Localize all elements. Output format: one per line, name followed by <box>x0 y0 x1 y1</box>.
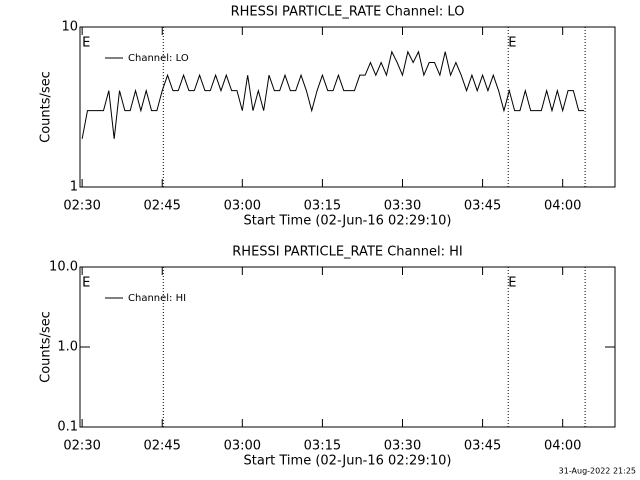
x-tick-label: 03:30 <box>384 439 421 454</box>
y-tick-label: 1 <box>70 180 78 195</box>
chart-title: RHESSI PARTICLE_RATE Channel: LO <box>231 5 465 20</box>
x-tick-label: 03:00 <box>224 439 261 454</box>
x-tick-label: 03:30 <box>384 199 421 214</box>
plot-frame <box>79 266 616 428</box>
x-tick-label: 02:30 <box>63 199 100 214</box>
x-tick-label: 03:15 <box>304 439 341 454</box>
legend-label: Channel: HI <box>128 293 186 304</box>
chart-title: RHESSI PARTICLE_RATE Channel: HI <box>232 245 462 260</box>
x-tick-label: 03:15 <box>304 199 341 214</box>
x-tick-label: 02:30 <box>63 439 100 454</box>
event-label: E <box>82 36 90 51</box>
legend-label: Channel: LO <box>128 53 189 64</box>
x-axis-title: Start Time (02-Jun-16 02:29:10) <box>244 214 452 229</box>
x-tick-label: 03:00 <box>224 199 261 214</box>
y-axis-title: Counts/sec <box>39 71 54 143</box>
event-label: E <box>508 276 516 291</box>
x-tick-label: 03:45 <box>464 199 501 214</box>
x-tick-label: 03:45 <box>464 439 501 454</box>
x-tick-label: 02:45 <box>143 199 180 214</box>
event-label: E <box>508 36 516 51</box>
x-tick-label: 04:00 <box>544 439 581 454</box>
y-tick-label: 0.1 <box>57 420 78 435</box>
y-tick-label: 1.0 <box>57 340 78 355</box>
event-label: E <box>82 276 90 291</box>
y-axis-title: Counts/sec <box>39 311 54 383</box>
plot-frame <box>79 26 616 188</box>
x-axis-title: Start Time (02-Jun-16 02:29:10) <box>244 454 452 469</box>
y-tick-label: 10.0 <box>49 260 78 275</box>
x-tick-label: 02:45 <box>143 439 180 454</box>
footer-timestamp: 31-Aug-2022 21:25 <box>559 467 636 476</box>
data-line <box>81 50 585 139</box>
x-tick-label: 04:00 <box>544 199 581 214</box>
y-tick-label: 10 <box>61 20 78 35</box>
